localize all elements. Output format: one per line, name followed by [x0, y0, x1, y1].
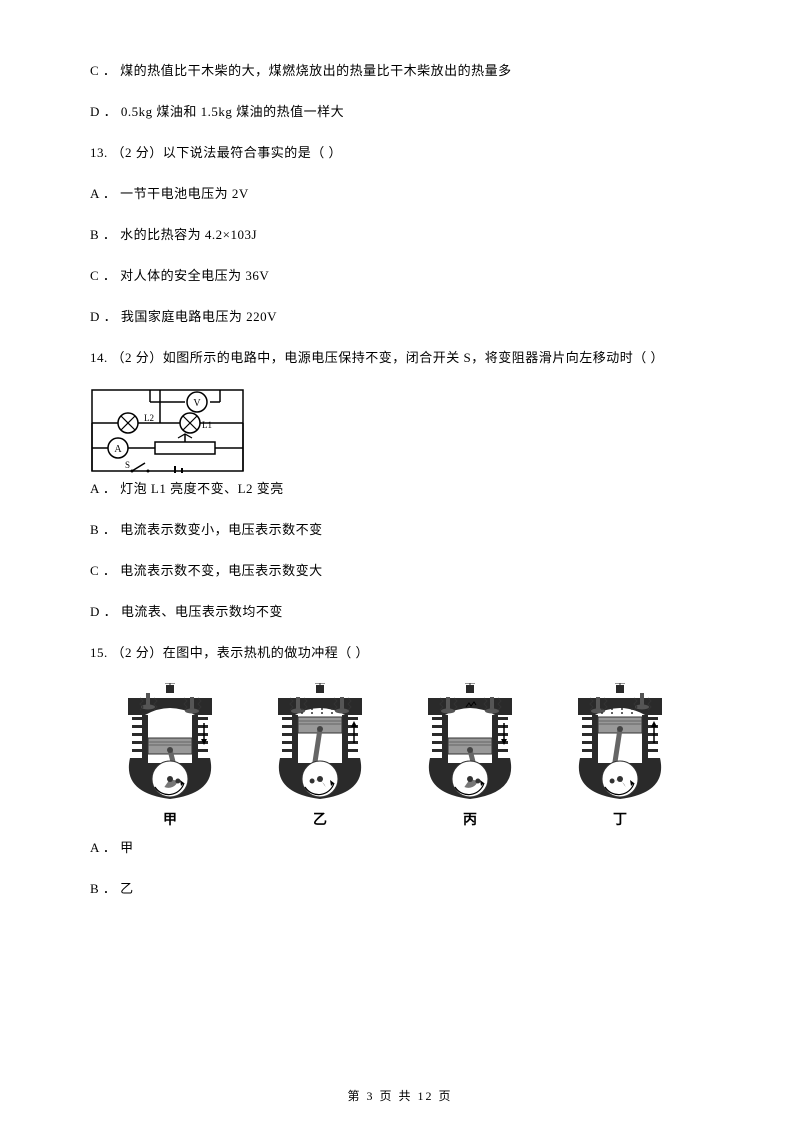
svg-text:A: A — [114, 444, 122, 455]
engine-diagrams: 甲乙丙丁 — [110, 683, 710, 829]
circuit-diagram: V L2 L1 A S — [90, 388, 710, 478]
engine-diagram-0: 甲 — [110, 683, 230, 829]
svg-text:L2: L2 — [144, 413, 154, 423]
question-15: 15. （2 分）在图中，表示热机的做功冲程（ ） — [90, 642, 710, 661]
engine-diagram-3: 丁 — [560, 683, 680, 829]
q14-option-d: D ． 电流表、电压表示数均不变 — [90, 601, 710, 620]
engine-diagram-2: 丙 — [410, 683, 530, 829]
q14-option-a: A ． 灯泡 L1 亮度不变、L2 变亮 — [90, 478, 710, 497]
option-d-prev: D ． 0.5kg 煤油和 1.5kg 煤油的热值一样大 — [90, 101, 710, 120]
q13-option-a: A ． 一节干电池电压为 2V — [90, 183, 710, 202]
q13-option-b: B ． 水的比热容为 4.2×103J — [90, 224, 710, 243]
q15-option-b: B ． 乙 — [90, 878, 710, 897]
q13-option-c: C ． 对人体的安全电压为 36V — [90, 265, 710, 284]
q14-option-b: B ． 电流表示数变小，电压表示数不变 — [90, 519, 710, 538]
q13-option-d: D ． 我国家庭电路电压为 220V — [90, 306, 710, 325]
question-14: 14. （2 分）如图所示的电路中，电源电压保持不变，闭合开关 S，将变阻器滑片… — [90, 347, 710, 366]
engine-label: 甲 — [163, 809, 177, 829]
engine-label: 丁 — [613, 809, 627, 829]
svg-text:L1: L1 — [202, 420, 212, 430]
question-13: 13. （2 分）以下说法最符合事实的是（ ） — [90, 142, 710, 161]
option-c-prev: C ． 煤的热值比干木柴的大，煤燃烧放出的热量比干木柴放出的热量多 — [90, 60, 710, 79]
engine-diagram-1: 乙 — [260, 683, 380, 829]
svg-text:S: S — [125, 460, 130, 470]
engine-label: 乙 — [313, 809, 327, 829]
q14-option-c: C ． 电流表示数不变，电压表示数变大 — [90, 560, 710, 579]
engine-label: 丙 — [463, 809, 477, 829]
svg-text:V: V — [193, 398, 201, 409]
q15-option-a: A ． 甲 — [90, 837, 710, 856]
page-footer: 第 3 页 共 12 页 — [0, 1087, 800, 1104]
